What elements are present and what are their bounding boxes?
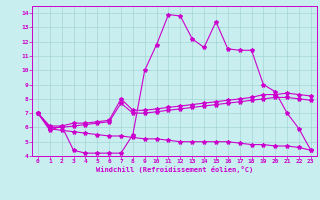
X-axis label: Windchill (Refroidissement éolien,°C): Windchill (Refroidissement éolien,°C) bbox=[96, 166, 253, 173]
